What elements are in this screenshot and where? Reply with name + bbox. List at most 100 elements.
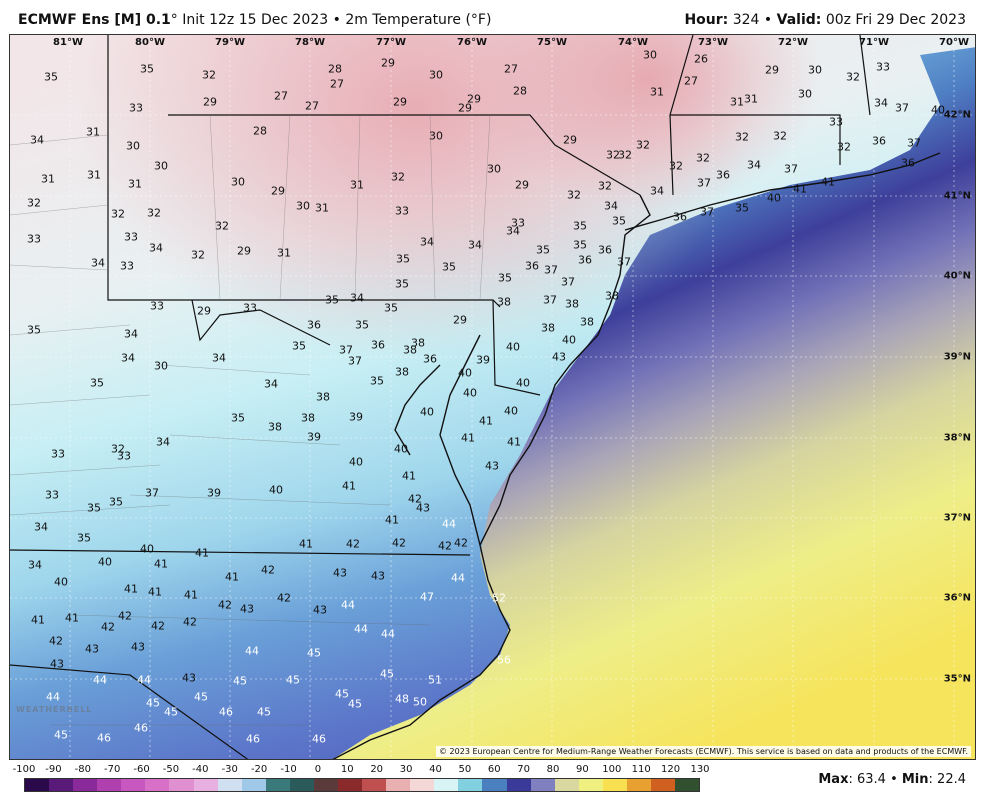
temperature-label: 44	[451, 571, 465, 585]
temperature-label: 37	[339, 343, 353, 357]
temperature-label: 35	[44, 70, 58, 84]
lon-label: 71°W	[859, 37, 889, 48]
temperature-label: 40	[562, 333, 576, 347]
temperature-label: 41	[65, 611, 79, 625]
temperature-label: 35	[442, 260, 456, 274]
temperature-label: 39	[307, 430, 321, 444]
temperature-label: 41	[31, 613, 45, 627]
temperature-label: 37	[907, 136, 921, 150]
temperature-label: 34	[264, 377, 278, 391]
temperature-label: 29	[467, 92, 481, 106]
temperature-label: 45	[380, 667, 394, 681]
colorbar-swatch	[482, 779, 507, 791]
temperature-label: 32	[111, 442, 125, 456]
temperature-label: 34	[124, 327, 138, 341]
colorbar-tick-label: 80	[546, 764, 560, 775]
temperature-label: 32	[846, 70, 860, 84]
temperature-label: 35	[87, 501, 101, 515]
colorbar-tick-label: -50	[162, 764, 180, 775]
temperature-label: 31	[744, 92, 758, 106]
colorbar-swatch	[313, 779, 339, 791]
max-min-stats: Max: 63.4 • Min: 22.4	[818, 772, 966, 787]
lon-label: 78°W	[295, 37, 325, 48]
temperature-label: 41	[385, 513, 399, 527]
temperature-label: 35	[109, 495, 123, 509]
temperature-label: 32	[837, 140, 851, 154]
valid-time: 00z Fri 29 Dec 2023	[825, 12, 966, 28]
temperature-label: 37	[145, 486, 159, 500]
temperature-label: 39	[207, 486, 221, 500]
temperature-label: 30	[429, 68, 443, 82]
temperature-label: 34	[506, 224, 520, 238]
temperature-label: 39	[476, 353, 490, 367]
colorbar-swatch	[121, 779, 146, 791]
temperature-label: 46	[312, 732, 326, 746]
lat-label: 35°N	[943, 673, 971, 685]
temperature-label: 26	[694, 52, 708, 66]
temperature-label: 39	[349, 410, 363, 424]
temperature-label: 30	[231, 175, 245, 189]
temperature-label: 50	[413, 695, 427, 709]
temperature-label: 38	[316, 390, 330, 404]
colorbar-swatch	[265, 779, 290, 791]
temperature-label: 46	[219, 705, 233, 719]
temperature-label: 42	[438, 539, 452, 553]
temperature-label: 41	[793, 182, 807, 196]
temperature-label: 40	[463, 386, 477, 400]
colorbar-tick-label: -40	[192, 764, 209, 775]
temperature-label: 33	[124, 230, 138, 244]
colorbar-swatch	[386, 779, 411, 791]
lat-label: 39°N	[943, 351, 971, 363]
lat-label: 37°N	[943, 512, 971, 524]
temperature-label: 33	[243, 301, 257, 315]
temperature-label: 36	[578, 253, 592, 267]
header: ECMWF Ens [M] 0.1° Init 12z 15 Dec 2023 …	[0, 0, 984, 34]
temperature-label: 41	[402, 469, 416, 483]
temperature-label: 27	[330, 77, 344, 91]
temperature-label: 38	[403, 343, 417, 357]
temperature-label: 35	[27, 323, 41, 337]
temperature-label: 36	[872, 134, 886, 148]
temperature-label: 31	[650, 85, 664, 99]
temperature-label: 42	[261, 563, 275, 577]
colorbar-tick-label: 10	[340, 764, 354, 775]
temperature-label: 40	[98, 555, 112, 569]
colorbar-tick-label: 110	[631, 764, 651, 775]
temperature-label: 33	[511, 216, 525, 230]
temperature-label: 46	[134, 721, 148, 735]
temperature-label: 43	[240, 602, 254, 616]
temperature-label: 38	[605, 289, 619, 303]
temperature-label: 37	[544, 263, 558, 277]
temperature-label: 37	[895, 101, 909, 115]
temperature-label: 40	[458, 366, 472, 380]
temperature-label: 31	[87, 168, 101, 182]
colorbar-tick-label: -70	[104, 764, 121, 775]
temperature-label: 38	[411, 336, 425, 350]
colorbar-tick-label: 90	[576, 764, 589, 775]
temperature-label: 34	[468, 238, 482, 252]
temperature-label: 30	[643, 48, 657, 62]
colorbar-swatch	[193, 779, 218, 791]
field-name: 2m Temperature (°F)	[345, 12, 492, 28]
colorbar-tick-label: 40	[429, 764, 442, 775]
colorbar-tick-label: 30	[399, 764, 413, 775]
temperature-label: 44	[93, 673, 107, 687]
lon-label: 74°W	[618, 37, 648, 48]
colorbar-swatch	[554, 779, 579, 791]
temperature-label: 42	[218, 598, 232, 612]
temperature-label: 37	[784, 162, 798, 176]
temperature-label: 44	[341, 598, 355, 612]
temperature-label: 29	[197, 304, 211, 318]
temperature-label: 36	[371, 338, 385, 352]
temperature-label: 37	[348, 354, 362, 368]
temperature-label: 27	[274, 89, 288, 103]
temperature-label: 38	[395, 365, 409, 379]
temperature-label: 56	[497, 653, 511, 667]
colorbar-swatch	[410, 779, 435, 791]
temperature-label: 45	[335, 687, 349, 701]
colorbar-swatch	[338, 779, 363, 791]
temperature-label: 29	[458, 101, 472, 115]
temperature-label: 30	[429, 129, 443, 143]
temperature-label: 42	[454, 536, 468, 550]
temperature-label: 36	[598, 243, 612, 257]
